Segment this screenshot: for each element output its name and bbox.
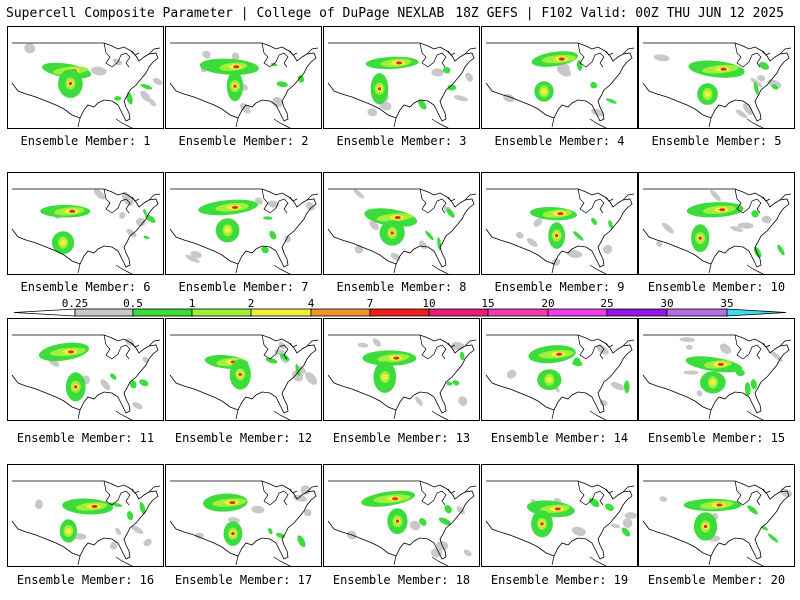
legend-color-bin xyxy=(132,308,193,317)
member-caption: Ensemble Member: 15 xyxy=(647,431,786,445)
member-map-panel xyxy=(323,464,480,567)
member-map xyxy=(327,334,477,420)
member-caption: Ensemble Member: 3 xyxy=(336,134,467,148)
legend-color-bin xyxy=(547,308,608,317)
member-caption: Ensemble Member: 18 xyxy=(332,573,471,587)
legend-color-bin xyxy=(666,308,728,317)
member-caption: Ensemble Member: 20 xyxy=(647,573,786,587)
legend-tick-label: 25 xyxy=(600,297,614,310)
member-map xyxy=(169,480,319,566)
legend-tick-label: 10 xyxy=(422,297,436,310)
legend-color-bin xyxy=(191,308,252,317)
member-caption: Ensemble Member: 19 xyxy=(490,573,629,587)
legend-tick-label: 30 xyxy=(660,297,674,310)
legend-color-bin xyxy=(74,308,134,317)
member-map xyxy=(642,42,792,128)
legend-color-bin xyxy=(428,308,489,317)
member-caption: Ensemble Member: 2 xyxy=(178,134,309,148)
member-caption: Ensemble Member: 10 xyxy=(647,280,786,294)
member-map-panel xyxy=(481,318,638,421)
member-caption: Ensemble Member: 12 xyxy=(174,431,313,445)
legend-tick-label: 20 xyxy=(541,297,555,310)
member-caption: Ensemble Member: 14 xyxy=(490,431,629,445)
member-caption: Ensemble Member: 9 xyxy=(494,280,625,294)
member-map-panel xyxy=(7,172,164,275)
member-caption: Ensemble Member: 17 xyxy=(174,573,313,587)
member-map xyxy=(485,188,635,274)
run-valid-time: 18Z GEFS | F102 Valid: 00Z THU JUN 12 20… xyxy=(455,6,784,21)
member-map-panel xyxy=(638,26,795,129)
member-map-panel xyxy=(323,26,480,129)
member-caption: Ensemble Member: 8 xyxy=(336,280,467,294)
member-map-panel xyxy=(323,172,480,275)
member-map-panel xyxy=(165,318,322,421)
member-map xyxy=(327,42,477,128)
member-map-panel xyxy=(7,464,164,567)
member-map-panel xyxy=(7,318,164,421)
legend-color-bin xyxy=(487,308,549,317)
member-map xyxy=(642,334,792,420)
member-map-panel xyxy=(638,464,795,567)
member-caption: Ensemble Member: 16 xyxy=(16,573,155,587)
member-caption: Ensemble Member: 11 xyxy=(16,431,155,445)
member-caption: Ensemble Member: 4 xyxy=(494,134,625,148)
legend-color-bin xyxy=(250,308,312,317)
member-map xyxy=(642,480,793,566)
member-map xyxy=(11,334,161,420)
member-caption: Ensemble Member: 13 xyxy=(332,431,471,445)
map-title: Supercell Composite Parameter | College … xyxy=(6,6,445,21)
member-map-panel xyxy=(7,26,164,129)
legend-color-bin xyxy=(310,308,371,317)
legend-color-bin xyxy=(606,308,668,317)
member-map xyxy=(11,188,161,274)
member-map-panel xyxy=(481,464,638,567)
legend-color-bin xyxy=(369,308,430,317)
color-scale-legend xyxy=(13,308,787,317)
member-map-panel xyxy=(638,318,795,421)
legend-high-arrow xyxy=(726,308,787,317)
member-map-panel xyxy=(165,172,322,275)
legend-tick-label: 2 xyxy=(247,297,255,310)
member-map-panel xyxy=(481,172,638,275)
member-map xyxy=(485,480,637,566)
member-map xyxy=(327,480,477,566)
member-map xyxy=(11,42,163,128)
member-map-panel xyxy=(165,464,322,567)
legend-tick-label: 0.5 xyxy=(123,297,143,310)
member-map xyxy=(11,480,161,566)
member-map xyxy=(169,42,319,128)
member-caption: Ensemble Member: 7 xyxy=(178,280,309,294)
member-map xyxy=(642,188,792,274)
member-caption: Ensemble Member: 5 xyxy=(651,134,782,148)
member-map-panel xyxy=(481,26,638,129)
legend-tick-label: 1 xyxy=(188,297,196,310)
legend-tick-label: 35 xyxy=(720,297,734,310)
legend-tick-label: 7 xyxy=(366,297,374,310)
legend-tick-label: 4 xyxy=(307,297,315,310)
member-caption: Ensemble Member: 6 xyxy=(20,280,151,294)
legend-tick-label: 15 xyxy=(481,297,495,310)
member-map-panel xyxy=(323,318,480,421)
member-map-panel xyxy=(165,26,322,129)
member-map xyxy=(169,188,319,274)
member-caption: Ensemble Member: 1 xyxy=(20,134,151,148)
legend-tick-label: 0.25 xyxy=(61,297,89,310)
member-map xyxy=(485,42,635,128)
member-map-panel xyxy=(638,172,795,275)
member-map xyxy=(169,334,319,420)
member-map xyxy=(327,188,477,274)
member-map xyxy=(485,334,635,420)
legend-low-arrow xyxy=(13,308,76,317)
